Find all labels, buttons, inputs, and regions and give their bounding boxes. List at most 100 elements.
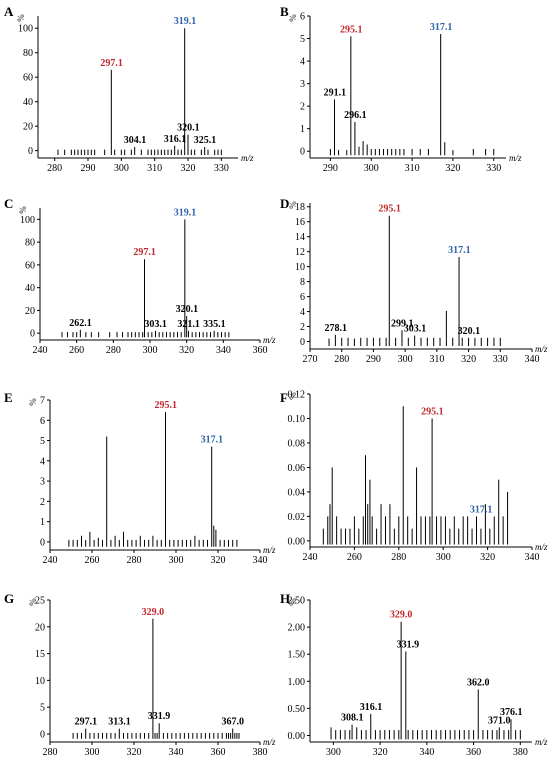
x-tick-label: 380: [253, 747, 268, 758]
y-tick-label: 0.10: [288, 414, 306, 425]
panel-letter: F: [280, 390, 288, 405]
y-tick-label: 0.12: [288, 390, 306, 401]
peak-label: 297.1: [75, 717, 98, 728]
y-tick-label: 1.00: [288, 677, 306, 688]
y-tick-label: 40: [23, 97, 33, 108]
x-tick-label: 330: [493, 354, 508, 365]
x-axis-label: m/z: [535, 542, 548, 552]
x-tick-label: 340: [525, 552, 540, 563]
y-tick-label: 0.02: [288, 512, 306, 523]
y-axis-label: %: [288, 598, 298, 606]
y-tick-label: 0: [30, 329, 35, 340]
y-tick-label: 5: [40, 436, 45, 447]
peak-label: 262.1: [69, 318, 92, 329]
y-tick-label: 40: [25, 283, 35, 294]
y-tick-label: 0: [40, 729, 45, 740]
y-tick-label: 4: [300, 57, 305, 68]
x-tick-label: 340: [419, 747, 434, 758]
peak-label: 295.1: [421, 406, 444, 417]
peak-label: 321.1: [177, 319, 200, 330]
peak-label: 362.0: [467, 677, 490, 688]
y-tick-label: 14: [295, 232, 305, 243]
x-tick-label: 280: [47, 163, 62, 174]
y-tick-label: 0.04: [288, 487, 306, 498]
y-tick-label: 4: [300, 307, 305, 318]
y-tick-label: 100: [18, 24, 33, 35]
y-tick-label: 2: [40, 497, 45, 508]
x-tick-label: 320: [211, 555, 226, 566]
y-tick-label: 20: [35, 622, 45, 633]
y-axis-label: %: [16, 14, 26, 22]
x-tick-label: 320: [373, 747, 388, 758]
y-tick-label: 25: [35, 596, 45, 607]
y-tick-label: 18: [295, 202, 305, 213]
y-tick-label: 20: [25, 306, 35, 317]
x-tick-label: 360: [211, 747, 226, 758]
y-tick-label: 12: [295, 247, 305, 258]
x-tick-label: 340: [525, 354, 540, 365]
y-tick-label: 1.50: [288, 650, 306, 661]
x-tick-label: 290: [366, 354, 381, 365]
peak-label: 331.9: [397, 639, 420, 650]
peak-label: 296.1: [344, 110, 367, 121]
peak-label: 295.1: [154, 400, 177, 411]
x-tick-label: 300: [364, 163, 379, 174]
panel-letter: E: [4, 390, 13, 405]
y-tick-label: 20: [23, 122, 33, 133]
x-tick-label: 280: [43, 747, 58, 758]
y-tick-label: 0: [40, 537, 45, 548]
x-tick-label: 260: [69, 345, 84, 356]
y-tick-label: 0: [300, 147, 305, 158]
x-tick-label: 300: [114, 163, 129, 174]
y-tick-label: 7: [40, 396, 45, 407]
peak-label: 295.1: [378, 204, 401, 215]
y-tick-label: 15: [35, 649, 45, 660]
y-tick-label: 2.00: [288, 623, 306, 634]
x-axis-label: m/z: [535, 737, 548, 747]
peak-label: 320.1: [176, 304, 199, 315]
peak-label: 303.1: [144, 319, 167, 330]
x-tick-label: 340: [216, 345, 231, 356]
peak-label: 335.1: [203, 319, 226, 330]
peak-label: 376.1: [500, 707, 523, 718]
peak-label: 331.9: [148, 711, 171, 722]
y-tick-label: 0.08: [288, 438, 306, 449]
peak-label: 320.1: [458, 326, 481, 337]
y-tick-label: 0.50: [288, 704, 306, 715]
y-tick-label: 100: [20, 215, 35, 226]
y-tick-label: 6: [300, 292, 305, 303]
peak-label: 317.1: [448, 245, 471, 256]
y-tick-label: 60: [25, 260, 35, 271]
panel-letter: H: [280, 591, 290, 606]
panel-letter: D: [280, 196, 289, 211]
peak-label: 303.1: [404, 324, 427, 335]
x-tick-label: 240: [43, 555, 58, 566]
y-axis-label: %: [28, 398, 38, 406]
y-tick-label: 4: [40, 456, 45, 467]
y-tick-label: 10: [295, 262, 305, 273]
y-tick-label: 80: [23, 48, 33, 59]
peak-label: 317.1: [430, 22, 453, 33]
peak-label: 371.0: [488, 715, 511, 726]
x-tick-label: 260: [347, 552, 362, 563]
x-tick-label: 280: [106, 345, 121, 356]
peak-label: 367.0: [221, 717, 244, 728]
peak-label: 299.1: [391, 318, 414, 329]
y-tick-label: 8: [300, 277, 305, 288]
x-tick-label: 360: [466, 747, 481, 758]
x-tick-label: 310: [147, 163, 162, 174]
x-tick-label: 300: [169, 555, 184, 566]
y-tick-label: 2: [300, 102, 305, 113]
y-axis-label: %: [288, 392, 298, 400]
y-tick-label: 2: [300, 322, 305, 333]
peak-label: 319.1: [174, 207, 197, 218]
x-tick-label: 280: [391, 552, 406, 563]
panel-g: G % m/z 0 5 10 15 20 25 280 300 320 340 360 380 297.1 31…: [4, 591, 276, 758]
panel-e: E % m/z 0 1 2 3 4 5 6 7 240 260 280 300 320 340 295.1 317.…: [4, 390, 276, 566]
y-axis-label: %: [28, 598, 38, 606]
panel-b: B % m/z 0 1 2 3 4 5 6 290 300 310 320 330 291.1 295.1 296…: [280, 4, 522, 174]
y-axis-label: %: [288, 14, 298, 22]
y-tick-label: 5: [300, 34, 305, 45]
y-tick-label: 80: [25, 238, 35, 249]
